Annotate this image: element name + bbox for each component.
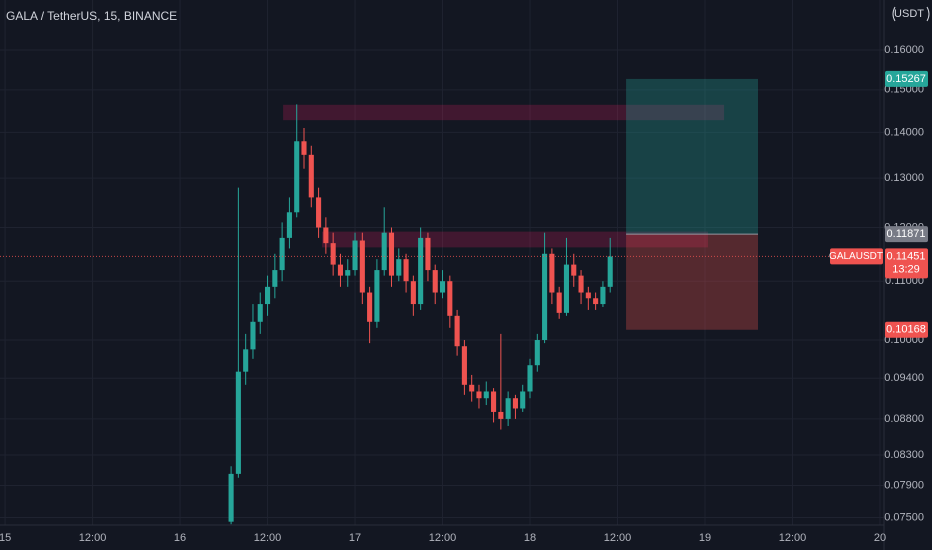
position-box [626,78,759,330]
candle-body [235,371,241,474]
entry-price-label: 0.11871 [887,228,926,240]
symbol-label: GALAUSDT [829,251,883,262]
candle-body [600,286,606,305]
x-tick-label: 20 [874,532,886,544]
candle-body [367,292,373,322]
x-tick-label: 16 [174,532,186,544]
candle-body [432,270,438,293]
x-tick-label: 12:00 [779,532,807,544]
x-tick-label: 12:00 [79,532,107,544]
candle-body [476,391,482,399]
candle-body [381,232,387,271]
candle-body [542,253,548,341]
candles [228,104,613,525]
candle-body [316,197,322,228]
candle-body [272,270,278,287]
y-tick-label: 0.14000 [884,126,924,138]
candle-body [571,264,577,276]
candle-body [483,391,489,399]
unit-bracket [892,6,930,22]
candle-body [556,292,562,313]
candle-body [439,281,446,293]
candle-body [264,286,271,305]
candle-body [345,270,351,276]
stop-price-label-box [885,321,928,338]
candle-body [505,398,511,419]
candle-body [286,212,292,238]
candle-body [250,321,256,350]
candle-body [257,304,263,322]
x-tick-label: 12:00 [254,532,282,544]
profit-area [626,78,759,235]
x-tick-label: 12:00 [604,532,632,544]
last-price-box [885,248,928,279]
candle-body [323,227,329,244]
candle-body [585,292,591,299]
y-tick-label: 0.08800 [884,413,924,425]
y-tick-label: 0.07500 [884,511,924,523]
candle-body [469,384,475,392]
candle-body [410,281,416,305]
candle-body [520,391,526,409]
countdown-label: 13:29 [892,263,920,275]
x-tick-label: 17 [349,532,361,544]
candle-body [388,232,395,276]
axes: 15 12:00 16 12:00 17 12:00 18 12:00 19 12:00 20 0.1… [0,44,924,544]
y-tick-label: 0.13000 [884,172,924,184]
candle-body [294,141,300,213]
candle-body [527,365,533,392]
entry-price-label-box [885,226,928,243]
candle-body [425,237,431,271]
candle-body [447,281,453,316]
candle-body [461,346,467,385]
symbol-box [830,248,883,265]
unit-label: USDT [894,8,924,20]
candle-body [549,253,555,293]
candle-body [359,240,365,293]
candle-body [607,256,613,287]
target-price-label: 0.15267 [886,73,926,85]
x-tick-label: 15 [0,532,11,544]
chart-title: GALA / TetherUS, 15, BINANCE [6,9,177,23]
y-tick-label: 0.09400 [884,372,924,384]
candle-body [418,237,424,305]
x-tick-label: 19 [699,532,711,544]
candle-body [498,411,504,419]
candle-body [491,391,497,412]
candle-body [396,259,402,276]
candle-body [243,349,249,372]
candle-body [308,154,314,198]
candle-body [228,473,234,522]
candle-body [403,259,409,282]
candle-body [534,340,540,366]
resistance-zone [283,104,725,121]
loss-area [626,234,759,330]
candle-body [512,398,518,409]
candle-body [301,141,307,155]
target-price-label-box [885,70,928,87]
candle-body [374,270,380,322]
y-tick-label: 0.07900 [884,479,924,491]
x-tick-label: 12:00 [429,532,457,544]
last-price-label: 0.11451 [887,250,926,262]
candle-body [593,298,599,305]
candle-body [352,240,358,271]
stop-price-label: 0.10168 [886,324,926,336]
candle-body [578,275,584,293]
candle-body [563,264,570,313]
candle-body [337,264,344,276]
candle-body [279,237,285,271]
y-tick-label: 0.16000 [884,44,924,56]
candle-body [330,243,336,265]
candle-body [454,315,460,347]
y-tick-label: 0.08300 [884,449,924,461]
x-tick-label: 18 [524,532,536,544]
